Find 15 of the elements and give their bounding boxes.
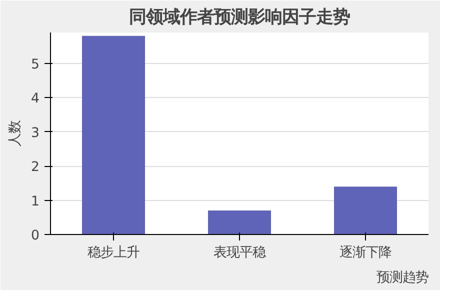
y-tick-label: 2 (31, 160, 40, 176)
bar (208, 210, 271, 234)
y-tick-label: 3 (31, 126, 40, 141)
y-tick-label: 0 (31, 228, 40, 244)
x-tick-label: 稳步上升 (88, 246, 140, 260)
y-tick-label: 5 (31, 57, 40, 72)
x-axis-title: 预测趋势 (376, 270, 428, 286)
bar (82, 36, 145, 234)
x-tick-label: 逐渐下降 (340, 246, 392, 260)
y-tick-label: 4 (31, 92, 40, 107)
y-tick-label: 1 (31, 194, 40, 210)
chart-title: 同领域作者预测影响因子走势 (129, 8, 350, 28)
x-tick-label: 表现平稳 (214, 246, 266, 260)
y-axis-title: 人数 (8, 120, 24, 146)
bar (334, 186, 397, 234)
